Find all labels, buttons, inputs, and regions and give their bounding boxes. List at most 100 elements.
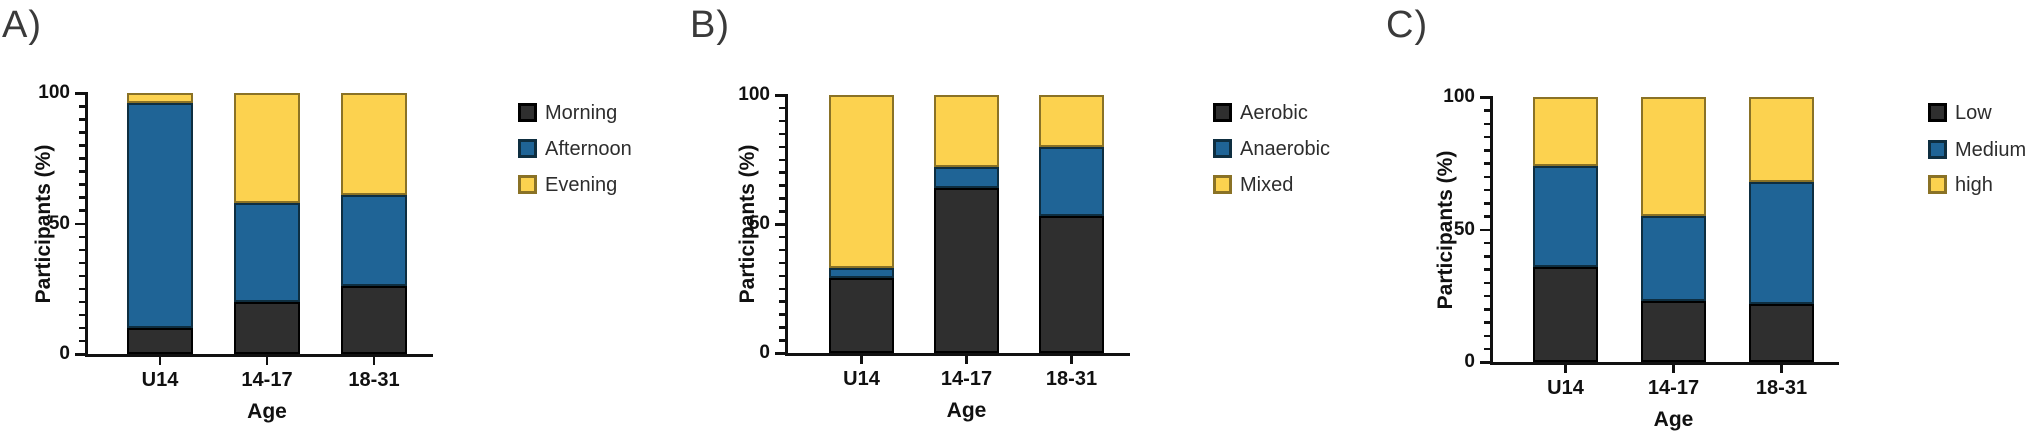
legend-swatch-mixed	[1213, 175, 1232, 194]
y-minor-tick	[779, 145, 785, 149]
bar-segment-low	[1533, 266, 1598, 362]
chart-b: 0 50 100 Participants (%) U14 14-17 18-31 Age Ae…	[680, 0, 1350, 433]
bar-segment-low	[1641, 301, 1706, 362]
y-minor-tick	[779, 197, 785, 200]
bar-segment-morning	[341, 286, 407, 354]
y-tick-label: 50	[748, 213, 770, 234]
x-category-tick	[1070, 356, 1073, 364]
y-tick-label: 100	[38, 82, 70, 103]
panel-b: B) 0 50 100 Participants (%) U14 14-17 18-31 Ag…	[680, 0, 1350, 433]
y-minor-tick	[1484, 109, 1490, 112]
y-minor-tick	[79, 287, 85, 291]
bar-segment-evening	[127, 93, 193, 104]
legend-label: Mixed	[1240, 174, 1294, 196]
x-category-label: U14	[1547, 377, 1584, 399]
y-minor-tick	[1484, 308, 1490, 311]
y-minor-tick	[1484, 321, 1490, 324]
bar-segment-mixed	[1039, 95, 1104, 147]
y-minor-tick	[779, 210, 785, 213]
y-minor-tick	[79, 261, 85, 265]
bar-segment-anaerobic	[829, 267, 894, 279]
y-major-tick	[775, 352, 785, 355]
bar-segment-anaerobic	[1039, 146, 1104, 217]
y-minor-tick	[79, 339, 85, 343]
y-tick-label: 100	[1443, 86, 1475, 107]
y-minor-tick	[79, 105, 85, 108]
bar-segment-evening	[341, 93, 407, 195]
panel-letter: B)	[690, 4, 730, 46]
x-category-tick	[372, 357, 376, 365]
panel-a: A) 0 50 100 Participants (%) U14 14-17 18-31 Ag…	[0, 0, 680, 433]
bar-segment-high	[1749, 97, 1814, 182]
panel-c: C) 0 50 100 Participants (%) U14 14-17 18-31 Ag…	[1350, 0, 2031, 433]
y-minor-tick	[779, 287, 785, 290]
bar-segment-mixed	[934, 95, 999, 168]
y-tick-label: 0	[59, 343, 70, 364]
legend-label: Medium	[1955, 139, 2027, 161]
legend-label: Evening	[545, 174, 618, 196]
y-minor-tick	[1484, 135, 1490, 139]
y-minor-tick	[79, 144, 85, 147]
y-minor-tick	[79, 274, 85, 278]
y-minor-tick	[79, 326, 85, 330]
bar-segment-evening	[234, 93, 300, 203]
legend-label: high	[1955, 174, 1993, 196]
chart-c: 0 50 100 Participants (%) U14 14-17 18-31 Age Lo…	[1350, 0, 2031, 433]
y-minor-tick	[1484, 149, 1490, 152]
bar-segment-high	[1641, 97, 1706, 217]
y-minor-tick	[779, 158, 785, 161]
y-axis	[1490, 96, 1493, 365]
y-tick-label: 50	[48, 212, 70, 234]
y-minor-tick	[779, 326, 785, 329]
x-category-tick	[1672, 365, 1675, 373]
legend-swatch-low	[1928, 103, 1947, 122]
bar-segment-medium	[1749, 181, 1814, 304]
y-minor-tick	[79, 183, 85, 186]
legend-swatch-evening	[518, 175, 537, 194]
y-axis	[85, 92, 88, 357]
x-category-tick	[1564, 365, 1567, 373]
y-major-tick	[1480, 228, 1490, 231]
y-minor-tick	[1484, 215, 1490, 218]
y-minor-tick	[779, 261, 785, 265]
legend-swatch-high	[1928, 175, 1947, 194]
x-axis-title: Age	[247, 400, 287, 423]
y-major-tick	[75, 92, 85, 95]
y-minor-tick	[79, 300, 85, 304]
y-minor-tick	[779, 313, 785, 316]
legend-swatch-medium	[1928, 140, 1947, 159]
y-tick-label: 0	[759, 342, 770, 363]
y-minor-tick	[79, 313, 85, 317]
y-tick-label: 0	[1464, 351, 1475, 372]
y-minor-tick	[1484, 202, 1490, 205]
y-minor-tick	[779, 235, 785, 239]
y-minor-tick	[779, 106, 785, 110]
y-minor-tick	[779, 132, 785, 136]
x-category-tick	[158, 357, 162, 365]
bar-segment-morning	[234, 301, 300, 354]
bar-segment-high	[1533, 97, 1598, 166]
y-minor-tick	[79, 209, 85, 212]
y-axis	[785, 94, 788, 356]
bar-segment-afternoon	[341, 194, 407, 287]
y-minor-tick	[779, 274, 785, 278]
legend-label: Afternoon	[545, 138, 632, 160]
bar-segment-aerobic	[934, 187, 999, 353]
y-minor-tick	[79, 196, 85, 199]
legend-label: Low	[1955, 102, 1992, 124]
y-minor-tick	[1484, 241, 1490, 245]
y-axis-title: Participants (%)	[32, 144, 55, 303]
x-category-label: U14	[843, 368, 880, 390]
x-category-tick	[860, 356, 863, 364]
y-minor-tick	[1484, 162, 1490, 165]
bar-segment-anaerobic	[934, 167, 999, 188]
x-category-label: U14	[141, 369, 179, 391]
legend-label: Aerobic	[1240, 102, 1308, 124]
y-major-tick	[1480, 361, 1490, 364]
legend-label: Morning	[545, 102, 618, 124]
y-minor-tick	[79, 235, 85, 239]
y-minor-tick	[1484, 255, 1490, 258]
legend-label: Anaerobic	[1240, 138, 1331, 160]
panel-letter: A)	[2, 4, 42, 46]
